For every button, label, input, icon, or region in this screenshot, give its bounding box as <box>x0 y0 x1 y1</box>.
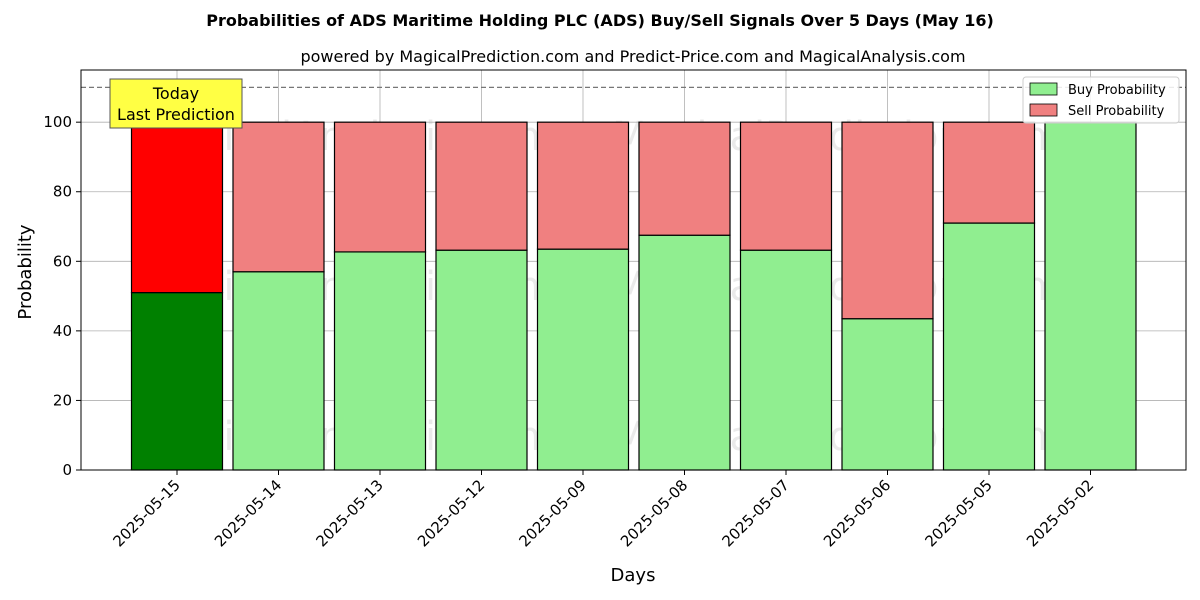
y-tick-label: 40 <box>53 322 72 340</box>
sell-bar-2025-05-05 <box>942 121 1036 224</box>
x-tick-label: 2025-05-08 <box>617 476 691 550</box>
annotation-line1: Today <box>152 84 199 103</box>
buy-bar-2025-05-12 <box>435 249 528 471</box>
x-tick-label: 2025-05-09 <box>515 476 589 550</box>
x-tick-label: 2025-05-05 <box>921 476 995 550</box>
chart-title: Probabilities of ADS Maritime Holding PL… <box>206 11 994 30</box>
legend-label-buy: Buy Probability <box>1068 83 1166 98</box>
annotation-line2: Last Prediction <box>117 105 235 124</box>
x-tick-label: 2025-05-02 <box>1023 476 1097 550</box>
x-tick-label: 2025-05-06 <box>820 476 894 550</box>
y-axis-label: Probability <box>15 224 36 319</box>
x-tick-label: 2025-05-12 <box>414 476 488 550</box>
buy-bar-2025-05-09 <box>536 248 630 471</box>
sell-bar-2025-05-08 <box>638 121 731 236</box>
buy-bar-2025-05-05 <box>942 222 1036 471</box>
y-tick-label: 20 <box>53 391 72 409</box>
sell-bar-2025-05-13 <box>333 121 427 253</box>
buy-bar-2025-05-08 <box>638 234 731 471</box>
buy-bar-2025-05-06 <box>841 318 934 471</box>
y-tick-label: 0 <box>62 461 72 479</box>
buy-bar-2025-05-13 <box>333 251 427 471</box>
buy-bar-2025-05-07 <box>739 249 833 471</box>
x-axis-label: Days <box>611 565 656 586</box>
y-tick-label: 60 <box>53 252 72 270</box>
x-tick-label: 2025-05-15 <box>109 476 183 550</box>
legend-swatch-sell <box>1029 103 1058 117</box>
sell-bar-2025-05-14 <box>232 121 325 273</box>
sell-bar-2025-05-15 <box>130 121 224 294</box>
annotation-box <box>109 78 243 129</box>
sell-bar-2025-05-09 <box>536 121 630 250</box>
x-tick-label: 2025-05-14 <box>211 476 285 550</box>
y-tick-label: 80 <box>53 183 72 201</box>
bar-layer <box>130 121 1137 471</box>
legend: Buy Probability Sell Probability <box>1022 76 1180 124</box>
plot-frame <box>80 69 1187 471</box>
sell-bar-2025-05-06 <box>841 121 934 320</box>
y-tick-label: 100 <box>43 113 72 131</box>
buy-bar-2025-05-15 <box>130 292 224 471</box>
legend-box <box>1022 76 1180 124</box>
legend-swatch-buy <box>1029 82 1058 96</box>
buy-bar-2025-05-14 <box>232 271 325 471</box>
today-annotation: Today Last Prediction <box>109 78 243 129</box>
buy-bar-2025-05-02 <box>1044 121 1137 471</box>
x-tick-label: 2025-05-13 <box>312 476 386 550</box>
sell-bar-2025-05-12 <box>435 121 528 251</box>
legend-label-sell: Sell Probability <box>1068 104 1165 119</box>
chart-subtitle: powered by MagicalPrediction.com and Pre… <box>300 47 965 66</box>
sell-bar-2025-05-07 <box>739 121 833 251</box>
x-tick-label: 2025-05-07 <box>718 476 792 550</box>
